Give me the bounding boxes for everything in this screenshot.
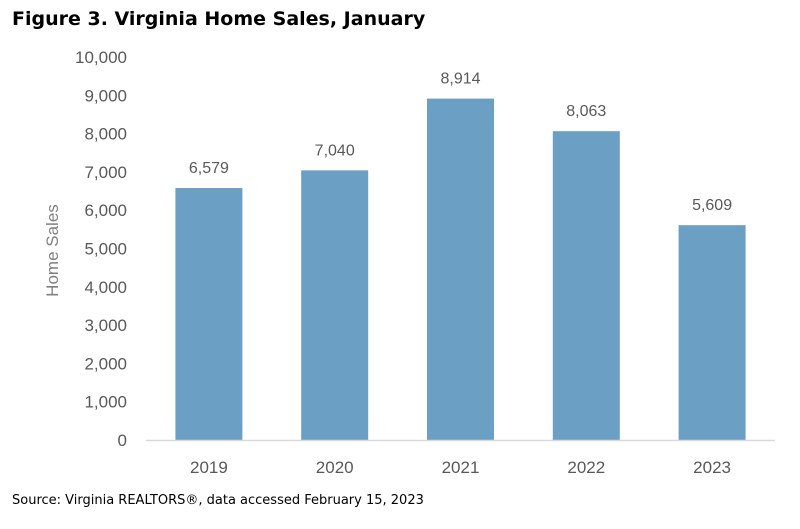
y-tick-label: 0 [118, 431, 127, 450]
y-tick-label: 7,000 [84, 163, 127, 182]
x-tick-label-2020: 2020 [316, 458, 354, 477]
data-label-2019: 6,579 [189, 160, 229, 177]
x-axis-ticks: 2019 2020 2021 2022 2023 [190, 458, 731, 477]
y-tick-label: 3,000 [84, 316, 127, 335]
x-tick-label-2019: 2019 [190, 458, 228, 477]
x-tick-label-2022: 2022 [567, 458, 605, 477]
y-tick-label: 10,000 [75, 48, 127, 67]
figure-title: Figure 3. Virginia Home Sales, January [12, 8, 426, 30]
y-tick-label: 1,000 [84, 393, 127, 412]
data-label-2022: 8,063 [566, 103, 606, 120]
bar-2020 [301, 170, 369, 441]
bar-2019 [175, 188, 243, 440]
bars [175, 98, 746, 441]
data-label-2021: 8,914 [440, 71, 480, 88]
source-note: Source: Virginia REALTORS®, data accesse… [12, 493, 424, 508]
y-tick-label: 9,000 [84, 86, 127, 105]
x-tick-label-2023: 2023 [693, 458, 731, 477]
bar-2021 [427, 98, 494, 440]
bar-2023 [678, 225, 746, 440]
data-label-2023: 5,609 [692, 197, 732, 214]
bar-2022 [552, 131, 620, 440]
y-axis-title: Home Sales [43, 204, 62, 297]
y-axis-ticks: 0 1,000 2,000 3,000 4,000 5,000 6,000 7,000 8,00… [75, 48, 127, 450]
y-tick-label: 6,000 [84, 201, 127, 220]
y-tick-label: 8,000 [84, 125, 127, 144]
y-tick-label: 2,000 [84, 354, 127, 373]
y-tick-label: 4,000 [84, 278, 127, 297]
bar-data-labels: 6,579 7,040 8,914 8,063 5,609 [189, 71, 732, 215]
y-tick-label: 5,000 [84, 240, 127, 259]
x-tick-label-2021: 2021 [442, 458, 480, 477]
data-label-2020: 7,040 [315, 142, 355, 159]
